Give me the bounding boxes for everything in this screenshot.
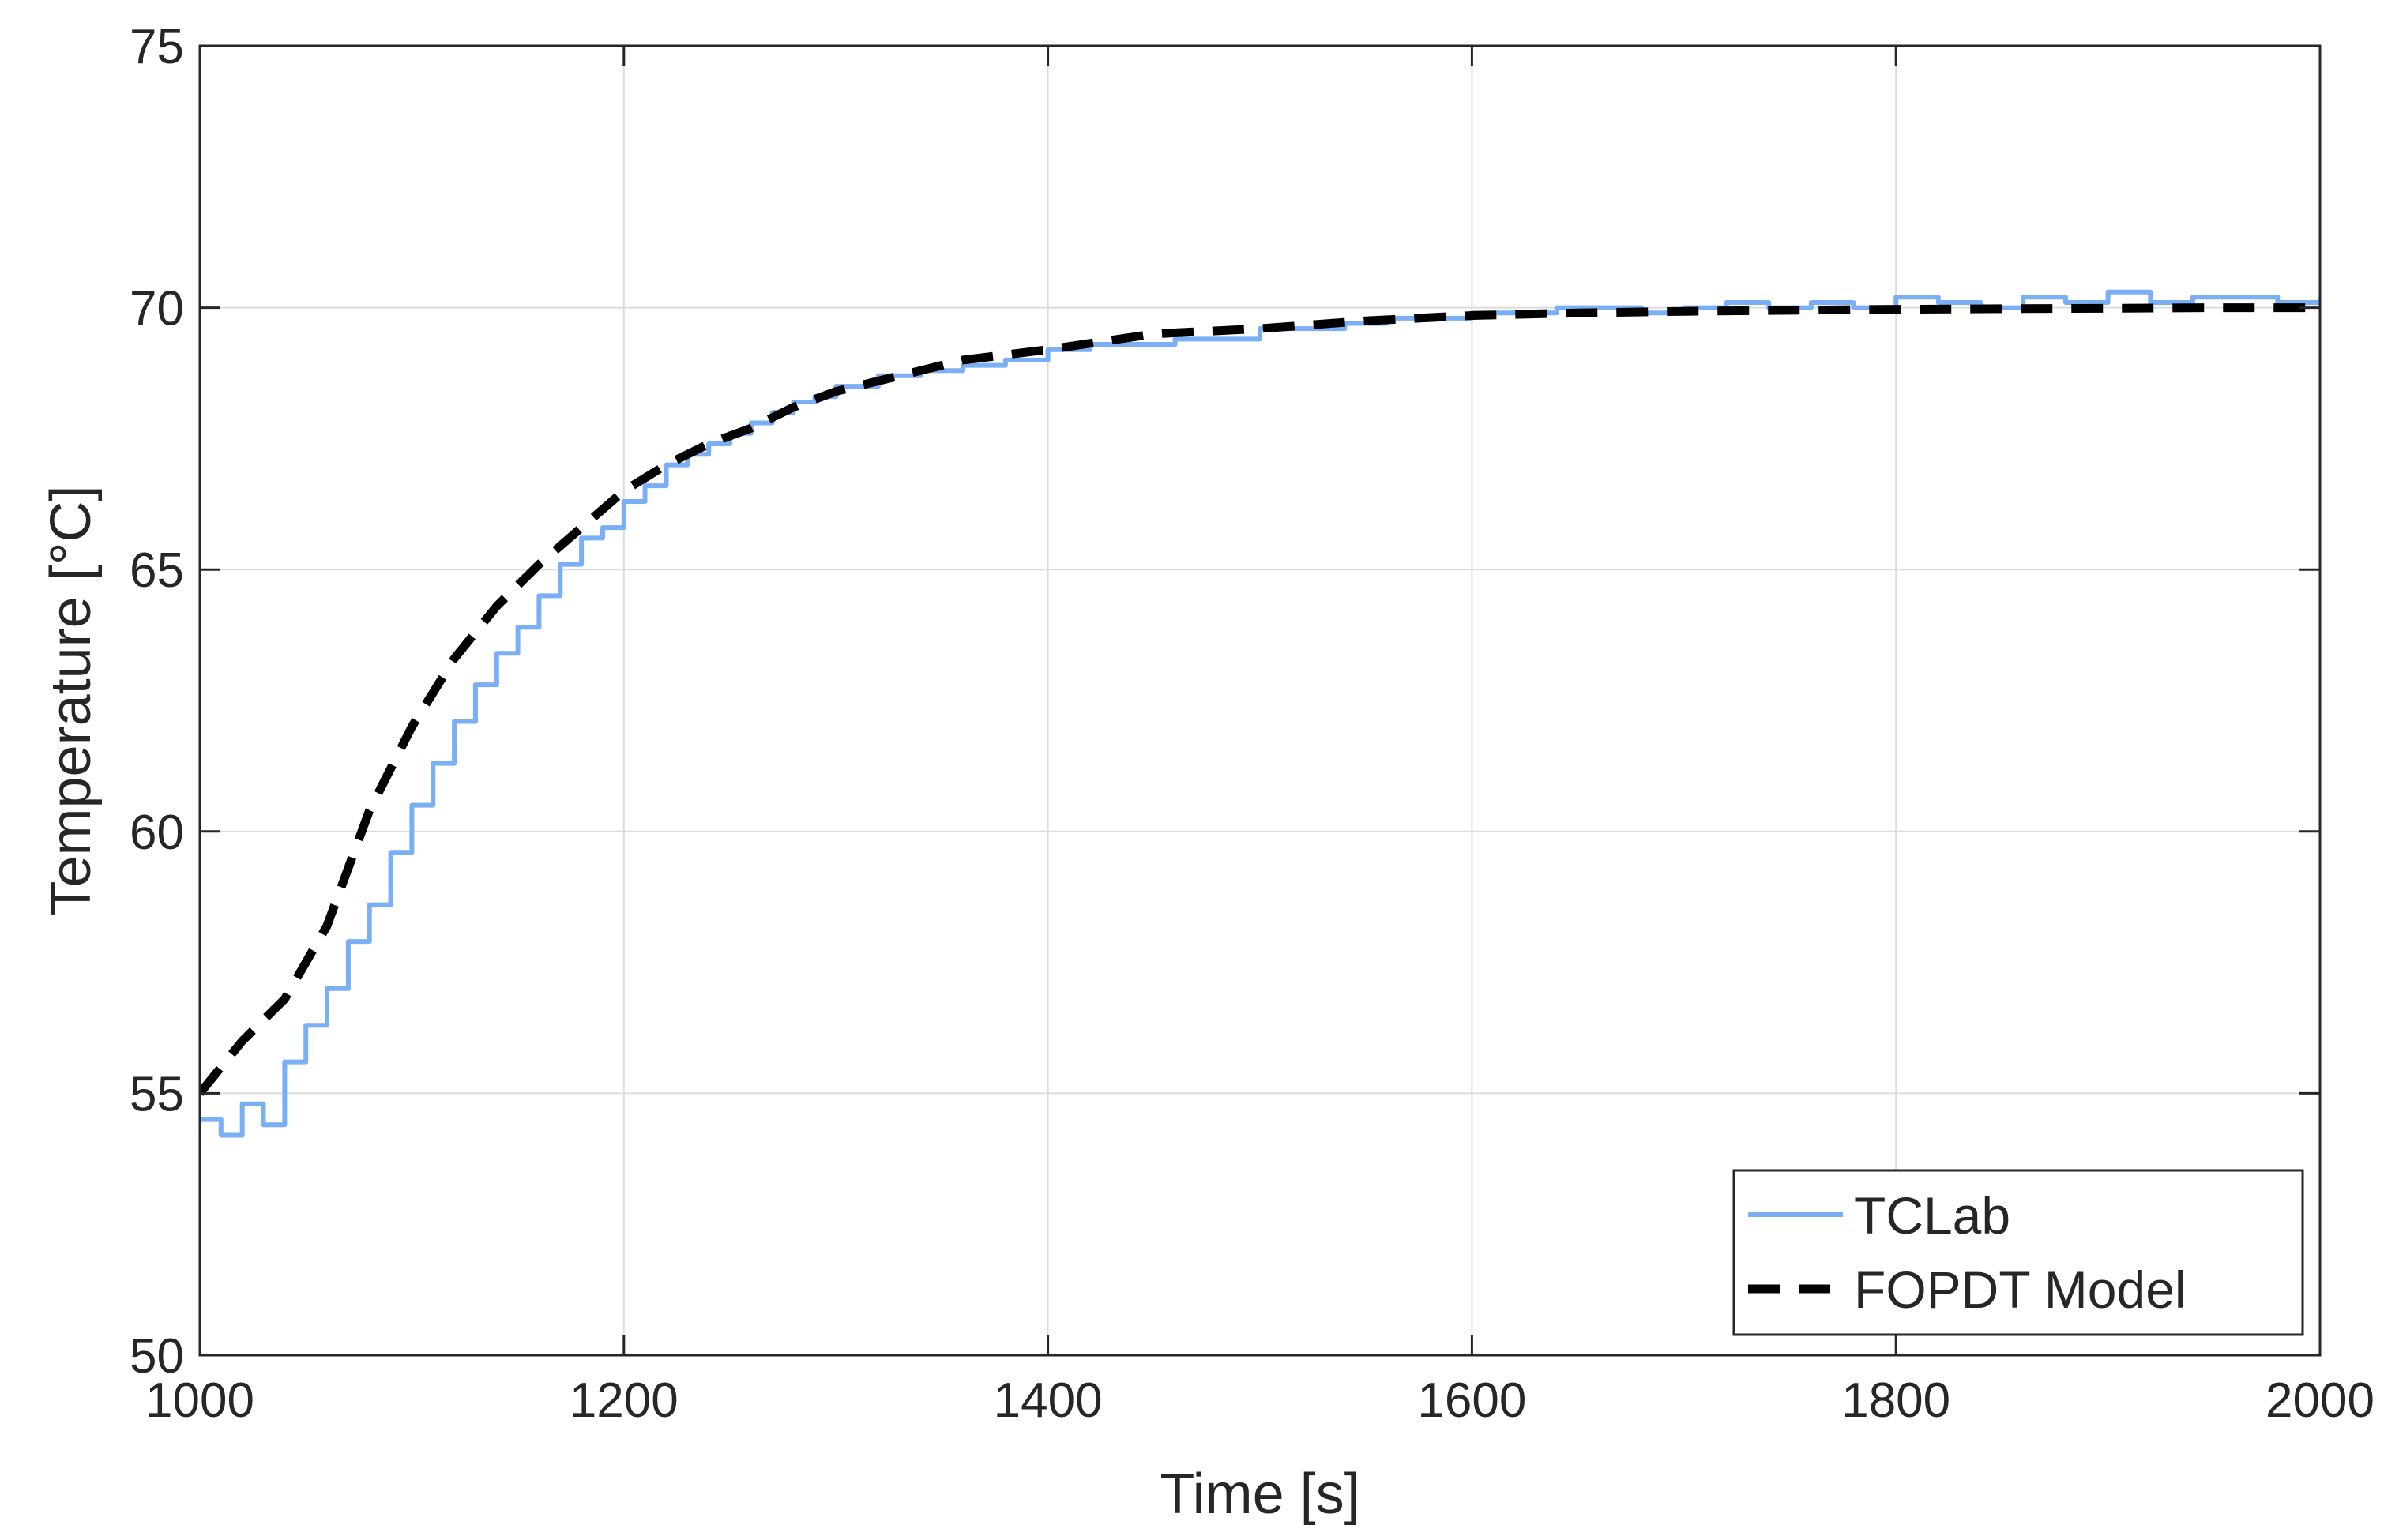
legend-box bbox=[1732, 1169, 2304, 1336]
y-tick-label: 50 bbox=[130, 1329, 184, 1384]
x-axis-label: Time [s] bbox=[1160, 1463, 1359, 1526]
axis-ticks: 1000 1200 1400 1600 1800 2000 50 55 60 65 70 75 bbox=[130, 20, 2375, 1428]
legend-label-tclab: TCLab bbox=[1854, 1186, 2010, 1245]
y-axis-label: Temperature [°C] bbox=[39, 486, 103, 916]
series-line-fopdt-model bbox=[200, 303, 2320, 1096]
y-tick-label: 75 bbox=[130, 20, 184, 74]
x-tick-label: 1200 bbox=[570, 1373, 679, 1428]
y-tick-label: 65 bbox=[130, 543, 184, 598]
y-tick-label: 60 bbox=[130, 806, 184, 860]
x-tick-label: 1400 bbox=[994, 1373, 1103, 1428]
x-tick-label: 1000 bbox=[145, 1373, 254, 1428]
axes-frame bbox=[198, 44, 2322, 1357]
x-tick-label: 1600 bbox=[1417, 1373, 1526, 1428]
plot-area bbox=[200, 289, 2320, 1138]
legend-label-fopdt-model: FOPDT Model bbox=[1854, 1260, 2187, 1319]
y-tick-label: 70 bbox=[130, 282, 184, 336]
x-tick-label: 2000 bbox=[2266, 1373, 2375, 1428]
legend: TCLab FOPDT Model bbox=[1732, 1169, 2304, 1336]
y-tick-label: 55 bbox=[130, 1067, 184, 1121]
x-tick-label: 1800 bbox=[1841, 1373, 1950, 1428]
